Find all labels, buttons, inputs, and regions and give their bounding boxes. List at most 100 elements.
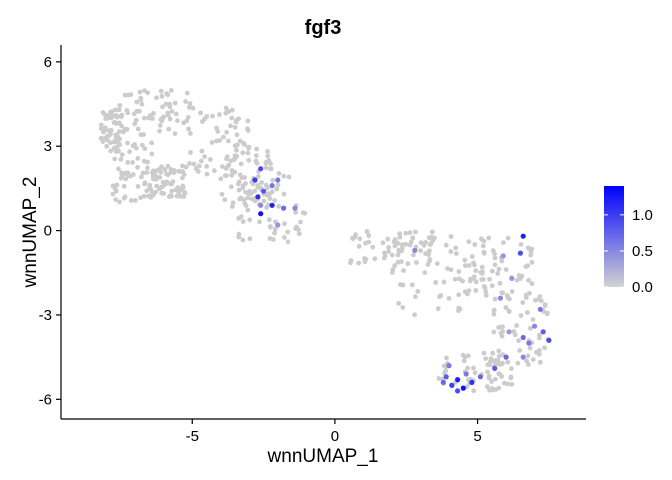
cell-point	[276, 203, 282, 209]
cell-point	[134, 99, 140, 105]
cell-point	[245, 118, 251, 124]
cell-point	[204, 171, 210, 177]
cell-point	[191, 161, 197, 167]
expressing-cell-point	[275, 222, 281, 228]
cell-point	[255, 184, 261, 190]
cell-point	[272, 198, 277, 203]
cell-point	[491, 329, 497, 335]
cell-point	[472, 242, 478, 247]
colorbar-tick-label: 0.0	[632, 279, 653, 296]
cell-point	[482, 285, 488, 291]
cell-point	[108, 115, 114, 121]
cell-point	[492, 376, 498, 382]
cell-point	[526, 277, 531, 283]
cell-point	[114, 114, 120, 120]
cell-point	[142, 180, 148, 186]
cell-point	[492, 262, 498, 268]
cell-point	[254, 153, 259, 159]
cell-point	[298, 219, 303, 225]
expressing-cell-point	[258, 211, 264, 217]
cell-point	[102, 125, 108, 131]
expressing-cell-point	[537, 306, 543, 312]
cell-point	[427, 242, 433, 248]
cell-point	[139, 142, 145, 148]
cell-point	[226, 109, 232, 115]
cell-point	[518, 276, 523, 281]
cell-point	[219, 191, 225, 197]
cell-point	[154, 95, 159, 101]
cell-point	[389, 252, 395, 258]
cell-point	[386, 245, 391, 250]
cell-point	[169, 188, 175, 194]
cell-point	[492, 296, 498, 302]
cell-point	[445, 266, 450, 271]
cell-point	[282, 221, 287, 227]
cell-point	[116, 148, 121, 154]
cell-point	[462, 354, 468, 360]
cell-point	[356, 244, 362, 249]
cell-point	[238, 161, 244, 167]
expressing-cell-point	[532, 323, 538, 329]
cell-point	[169, 181, 175, 187]
cell-point	[231, 157, 237, 163]
cell-point	[165, 163, 171, 169]
cell-point	[427, 248, 432, 254]
expressing-cell-point	[455, 388, 461, 394]
cell-point	[121, 183, 127, 189]
cell-point	[443, 368, 449, 374]
cell-point	[204, 114, 210, 119]
cell-point	[453, 245, 459, 251]
cell-point	[485, 369, 490, 375]
cell-point	[490, 387, 496, 393]
cell-point	[413, 294, 418, 300]
cell-point	[362, 259, 368, 265]
expressing-cell-point	[526, 340, 532, 346]
cell-point	[108, 148, 114, 154]
cell-point	[257, 219, 262, 225]
plot-title: fgf3	[305, 17, 342, 39]
cell-point	[208, 157, 213, 162]
cell-point	[281, 191, 287, 197]
cell-point	[113, 132, 119, 138]
cell-point	[454, 251, 459, 256]
cell-point	[407, 230, 413, 236]
cell-point	[496, 325, 501, 330]
cell-point	[486, 235, 492, 241]
cell-point	[255, 174, 261, 179]
cell-point	[452, 276, 458, 282]
cell-point	[236, 179, 242, 185]
cell-point	[398, 282, 403, 287]
expressing-cell-point	[443, 374, 449, 380]
cell-point	[187, 101, 193, 106]
cell-point	[236, 187, 242, 193]
cell-point	[269, 189, 275, 195]
cell-point	[448, 249, 454, 255]
cell-point	[397, 231, 403, 237]
cell-point	[145, 165, 150, 171]
cell-point	[127, 149, 132, 155]
cell-point	[104, 143, 110, 149]
cell-point	[173, 187, 179, 193]
cell-point	[285, 239, 291, 245]
cell-point	[414, 260, 419, 265]
cell-point	[193, 166, 199, 172]
cell-point	[489, 379, 494, 384]
cell-point	[163, 101, 169, 107]
cell-point	[186, 126, 192, 132]
cell-point	[529, 281, 535, 287]
cell-point	[466, 377, 471, 383]
cell-point	[128, 92, 134, 97]
cell-point	[525, 362, 531, 367]
cell-point	[294, 224, 299, 230]
cell-point	[443, 242, 449, 248]
cell-point	[473, 268, 479, 274]
expressing-cell-point	[500, 253, 506, 259]
expressing-cell-point	[446, 363, 452, 369]
cell-point	[229, 107, 235, 113]
cell-point	[399, 242, 405, 248]
cell-point	[254, 146, 260, 152]
cell-point	[418, 248, 423, 254]
cell-point	[397, 234, 403, 240]
cell-point	[168, 88, 174, 93]
cell-point	[518, 242, 524, 247]
